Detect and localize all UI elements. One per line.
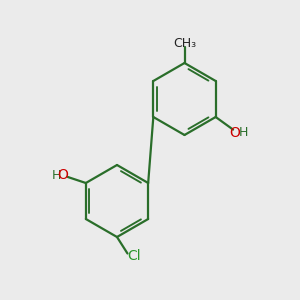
Text: O: O [57,168,68,182]
Text: Cl: Cl [127,250,141,263]
Text: CH₃: CH₃ [173,37,196,50]
Text: H: H [52,169,61,182]
Text: O: O [229,126,240,140]
Text: H: H [238,126,248,139]
